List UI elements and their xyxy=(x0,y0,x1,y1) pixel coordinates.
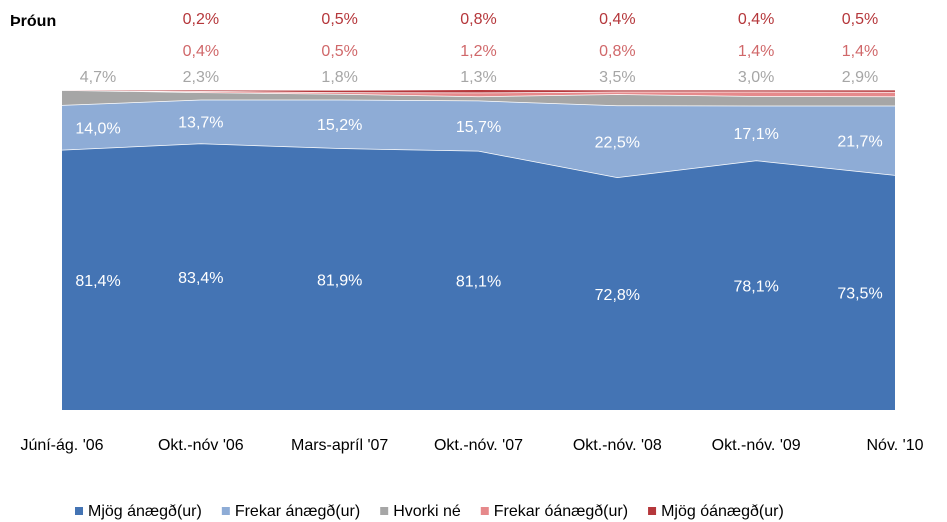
data-label: 81,4% xyxy=(75,273,120,290)
legend-swatch xyxy=(221,507,230,515)
legend-swatch xyxy=(380,507,389,515)
legend-label: Frekar ánægð(ur) xyxy=(235,503,360,520)
area xyxy=(62,90,895,93)
x-tick-label: Okt.-nóv '06 xyxy=(158,437,244,454)
data-label: 0,4% xyxy=(599,11,635,28)
data-label: 72,8% xyxy=(595,287,640,304)
area xyxy=(62,143,895,411)
data-label: 1,4% xyxy=(738,43,774,60)
data-label: 14,0% xyxy=(75,121,120,138)
data-label: 81,9% xyxy=(317,272,362,289)
data-label: 0,5% xyxy=(321,11,357,28)
data-label: 0,5% xyxy=(842,11,878,28)
data-label: 78,1% xyxy=(733,278,778,295)
legend-swatch xyxy=(648,507,657,515)
data-label: 1,3% xyxy=(460,69,496,86)
data-label: 73,5% xyxy=(837,286,882,303)
x-tick-label: Okt.-nóv. '09 xyxy=(712,437,801,454)
x-tick-label: Mars-apríl '07 xyxy=(291,437,388,454)
x-tick-label: Nóv. '10 xyxy=(866,437,923,454)
data-label: 17,1% xyxy=(733,126,778,143)
data-label: 1,2% xyxy=(460,43,496,60)
data-label: 3,5% xyxy=(599,69,635,86)
legend-swatch xyxy=(75,507,83,515)
legend-label: Mjög ánægð(ur) xyxy=(88,503,202,520)
data-label: 22,5% xyxy=(595,135,640,152)
x-tick-label: Okt.-nóv. '08 xyxy=(573,437,662,454)
legend-swatch xyxy=(480,507,489,515)
data-label: 0,4% xyxy=(183,43,219,60)
area xyxy=(62,90,895,106)
area xyxy=(62,99,895,178)
data-label: 81,1% xyxy=(456,274,501,291)
data-label: 1,4% xyxy=(842,43,878,60)
data-label: 3,0% xyxy=(738,69,774,86)
data-label: 15,7% xyxy=(456,119,501,136)
data-label: 0,5% xyxy=(321,43,357,60)
data-label: 15,2% xyxy=(317,117,362,134)
data-label: 0,8% xyxy=(599,43,635,60)
legend-label: Mjög óánægð(ur) xyxy=(661,503,784,520)
data-label: 0,8% xyxy=(460,11,496,28)
data-label: 1,8% xyxy=(321,69,357,86)
x-tick-label: Júní-ág. '06 xyxy=(20,437,103,454)
data-label: 4,7% xyxy=(80,69,116,86)
data-label: 83,4% xyxy=(178,270,223,287)
data-label: 2,3% xyxy=(183,69,219,86)
data-label: 0,4% xyxy=(738,11,774,28)
data-label: 13,7% xyxy=(178,115,223,132)
chart-title: Þróun xyxy=(10,13,56,30)
legend-label: Hvorki né xyxy=(393,503,461,520)
legend-label: Frekar óánægð(ur) xyxy=(494,503,628,520)
x-tick-label: Okt.-nóv. '07 xyxy=(434,437,523,454)
data-label: 0,2% xyxy=(183,11,219,28)
data-label: 21,7% xyxy=(837,134,882,151)
data-label: 2,9% xyxy=(842,69,878,86)
